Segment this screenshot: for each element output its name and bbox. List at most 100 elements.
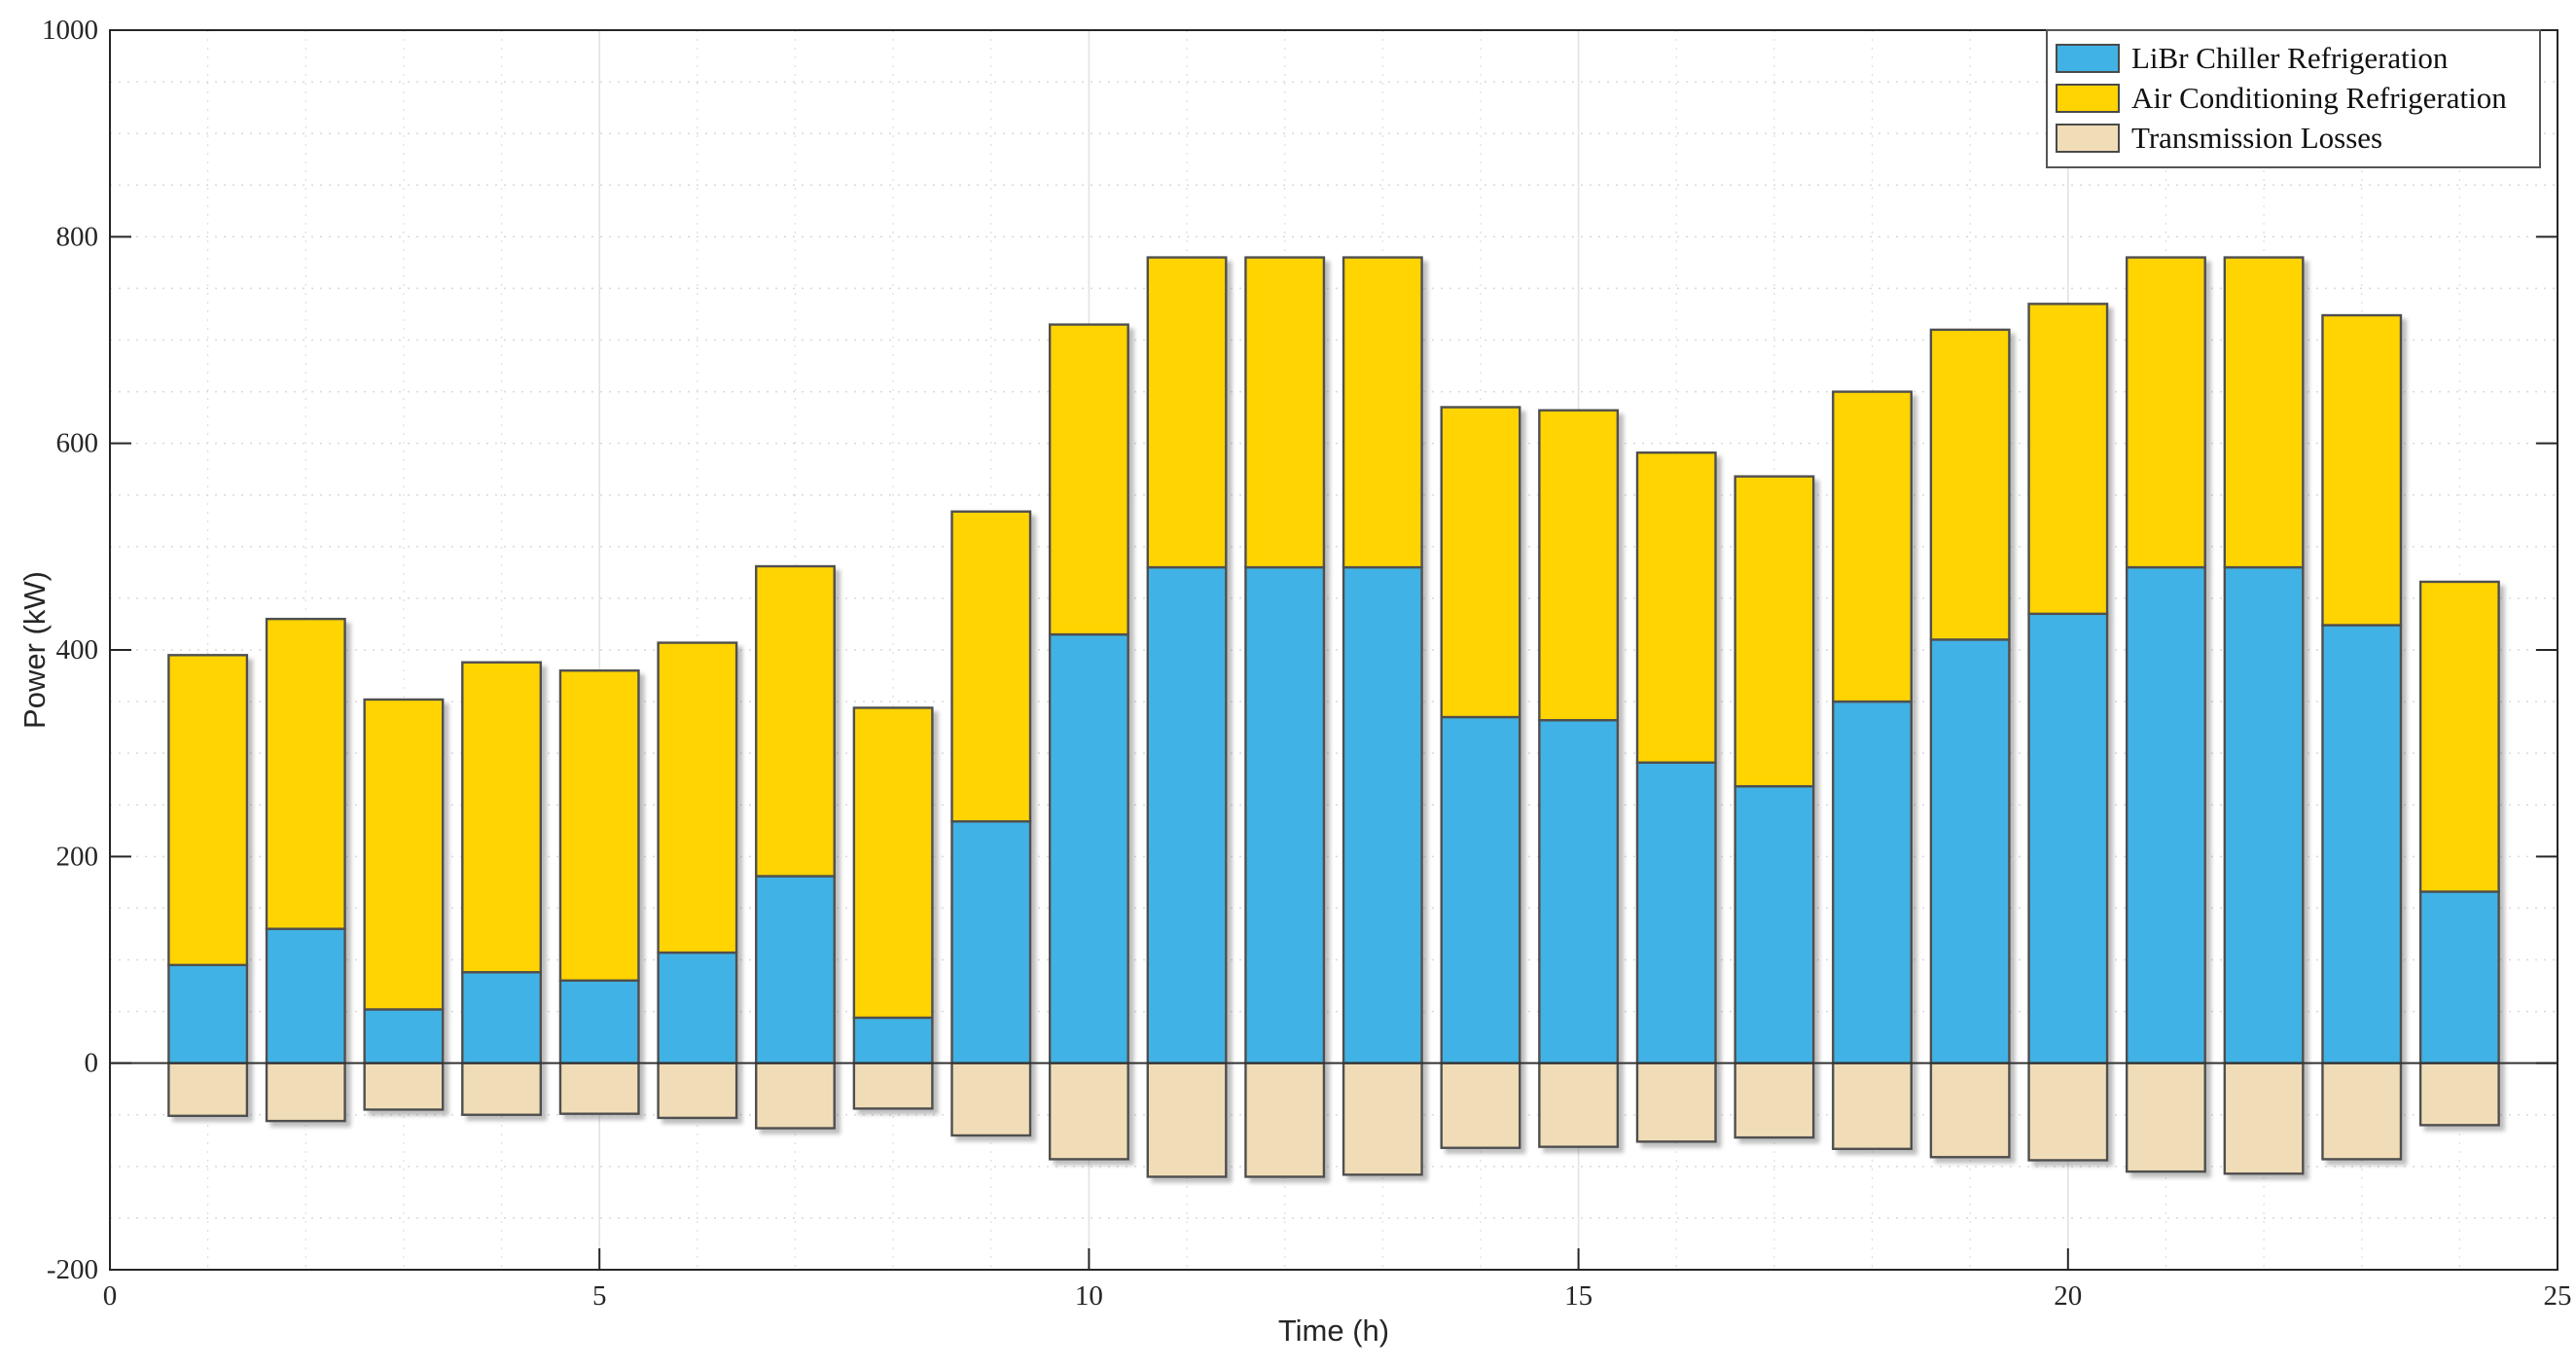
- air-conditioning-segment: [461, 661, 543, 974]
- air-conditioning-segment: [1146, 256, 1228, 569]
- libr-chiller-segment: [950, 820, 1032, 1064]
- y-tick-label: -200: [47, 1254, 98, 1285]
- bar-hour-7: [755, 564, 836, 1130]
- libr-chiller-segment: [657, 951, 738, 1064]
- bar-hour-3: [363, 698, 445, 1111]
- bar-hour-16: [1635, 451, 1717, 1143]
- air-conditioning-segment: [657, 641, 738, 954]
- x-tick-label: 20: [2054, 1280, 2082, 1312]
- bar-hour-9: [950, 510, 1032, 1137]
- libr-chiller-segment: [1832, 700, 1913, 1064]
- air-conditioning-segment: [852, 706, 934, 1020]
- air-conditioning-segment: [1342, 256, 1423, 569]
- air-conditioning-segment: [558, 669, 640, 982]
- transmission-losses-segment: [950, 1062, 1032, 1137]
- libr-chiller-segment: [1538, 718, 1620, 1064]
- libr-chiller-segment: [755, 875, 836, 1064]
- transmission-losses-segment: [2125, 1062, 2206, 1173]
- x-tick-label: 10: [1075, 1280, 1103, 1312]
- libr-chiller-segment: [2125, 565, 2206, 1064]
- x-tick-label: 0: [103, 1280, 118, 1312]
- air-conditioning-segment: [950, 510, 1032, 823]
- bar-hour-11: [1146, 256, 1228, 1178]
- air-conditioning-segment: [1048, 323, 1129, 636]
- air-conditioning-segment: [363, 698, 445, 1011]
- bar-hour-4: [461, 661, 543, 1116]
- libr-chiller-segment: [1048, 632, 1129, 1064]
- bar-hour-21: [2125, 256, 2206, 1173]
- y-tick-label: 1000: [42, 15, 98, 46]
- transmission-losses-segment: [1538, 1062, 1620, 1148]
- libr-chiller-segment: [265, 927, 346, 1064]
- transmission-losses-segment: [657, 1062, 738, 1120]
- x-tick-label: 5: [592, 1280, 607, 1312]
- libr-chiller-segment: [852, 1016, 934, 1064]
- libr-chiller-segment: [2321, 624, 2403, 1064]
- air-conditioning-segment: [2321, 313, 2403, 627]
- legend-label-transmission-losses: Transmission Losses: [2131, 120, 2383, 155]
- air-conditioning-segment: [1734, 475, 1815, 788]
- libr-chiller-segment: [2027, 612, 2109, 1064]
- transmission-losses-segment: [558, 1062, 640, 1115]
- bar-hour-20: [2027, 303, 2109, 1162]
- legend-label-air-conditioning: Air Conditioning Refrigeration: [2131, 80, 2507, 115]
- air-conditioning-segment: [2027, 303, 2109, 616]
- y-axis-label: Power (kW): [18, 571, 52, 729]
- transmission-losses-segment: [1244, 1062, 1326, 1178]
- transmission-losses-segment: [265, 1062, 346, 1123]
- transmission-losses-segment: [1440, 1062, 1521, 1149]
- transmission-losses-segment: [1146, 1062, 1228, 1178]
- air-conditioning-segment: [1635, 451, 1717, 764]
- bars-group: [167, 256, 2500, 1178]
- transmission-losses-segment: [363, 1062, 445, 1111]
- libr-chiller-segment: [2223, 565, 2305, 1064]
- bar-hour-10: [1048, 323, 1129, 1161]
- air-conditioning-segment: [2418, 580, 2500, 893]
- libr-chiller-segment: [461, 971, 543, 1064]
- libr-chiller-segment: [1146, 565, 1228, 1064]
- libr-chiller-segment: [1244, 565, 1326, 1064]
- libr-chiller-segment: [1734, 784, 1815, 1064]
- air-conditioning-segment: [1244, 256, 1326, 569]
- bar-hour-5: [558, 669, 640, 1115]
- transmission-losses-segment: [167, 1062, 249, 1118]
- y-tick-label: 600: [56, 428, 99, 459]
- transmission-losses-segment: [2321, 1062, 2403, 1161]
- transmission-losses-segment: [1832, 1062, 1913, 1150]
- bar-hour-1: [167, 654, 249, 1118]
- bar-hour-13: [1342, 256, 1423, 1176]
- libr-chiller-segment: [1440, 715, 1521, 1064]
- legend-item-transmission-losses: Transmission Losses: [2056, 118, 2529, 158]
- bar-hour-18: [1832, 390, 1913, 1150]
- legend-label-libr-chiller: LiBr Chiller Refrigeration: [2131, 40, 2449, 75]
- bar-hour-12: [1244, 256, 1326, 1178]
- transmission-losses-segment: [755, 1062, 836, 1130]
- y-tick-label: 400: [56, 634, 99, 666]
- legend-swatch-libr-chiller: [2056, 43, 2120, 73]
- air-conditioning-segment: [265, 617, 346, 930]
- libr-chiller-segment: [363, 1008, 445, 1064]
- bar-hour-19: [1929, 328, 2011, 1159]
- libr-chiller-segment: [167, 963, 249, 1064]
- bar-hour-2: [265, 617, 346, 1123]
- libr-chiller-segment: [1635, 761, 1717, 1064]
- transmission-losses-segment: [2418, 1062, 2500, 1127]
- air-conditioning-segment: [1832, 390, 1913, 703]
- transmission-losses-segment: [1734, 1062, 1815, 1139]
- bar-hour-22: [2223, 256, 2305, 1175]
- bar-hour-24: [2418, 580, 2500, 1127]
- libr-chiller-segment: [1929, 638, 2011, 1064]
- y-tick-label: 0: [85, 1048, 99, 1079]
- air-conditioning-segment: [755, 564, 836, 878]
- transmission-losses-segment: [1048, 1062, 1129, 1161]
- bar-hour-6: [657, 641, 738, 1120]
- legend-box: LiBr Chiller Refrigeration Air Condition…: [2046, 29, 2541, 168]
- x-tick-label: 25: [2544, 1280, 2572, 1312]
- legend-swatch-air-conditioning: [2056, 83, 2120, 113]
- transmission-losses-segment: [2027, 1062, 2109, 1162]
- legend-item-libr-chiller: LiBr Chiller Refrigeration: [2056, 38, 2529, 78]
- bar-hour-15: [1538, 409, 1620, 1148]
